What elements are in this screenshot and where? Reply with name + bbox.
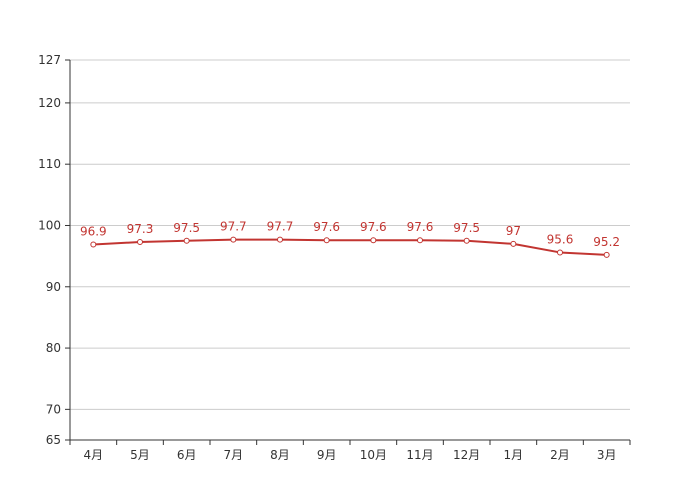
- x-axis: 4月 5月 6月 7月 8月 9月 10月 11月 12月 1月 2月 3月: [69, 439, 631, 462]
- data-label-7: 97.6: [407, 220, 434, 234]
- y-tick-label-2: 80: [46, 341, 61, 355]
- data-point-9[interactable]: [510, 240, 517, 247]
- data-point-4[interactable]: [277, 236, 283, 243]
- y-tick-label-5: 110: [38, 157, 61, 171]
- x-tick-label-11: 3月: [597, 448, 617, 462]
- data-label-4: 97.7: [267, 220, 294, 234]
- gridlines: [70, 59, 630, 410]
- x-tick-label-7: 11月: [406, 448, 433, 462]
- y-tick-label-1: 70: [46, 402, 61, 416]
- y-tick-label-7: 127: [38, 53, 61, 67]
- data-point-0[interactable]: [90, 241, 97, 248]
- data-label-11: 95.2: [593, 235, 620, 249]
- data-point-6[interactable]: [370, 237, 377, 244]
- data-point-5[interactable]: [323, 237, 330, 244]
- series-line-0: [93, 238, 607, 256]
- y-tick-label-6: 120: [38, 96, 61, 110]
- x-tick-label-1: 5月: [130, 448, 150, 462]
- x-tick-label-10: 2月: [550, 448, 570, 462]
- x-tick-label-3: 7月: [224, 448, 244, 462]
- data-point-7[interactable]: [417, 237, 423, 244]
- data-label-1: 97.3: [127, 222, 154, 236]
- series-0: 96.9 97.3 97.5 97.7 97.7 97.6 97.6 97.6 97.5 97 95…: [80, 220, 620, 258]
- x-tick-label-9: 1月: [504, 448, 524, 462]
- data-point-10[interactable]: [557, 249, 563, 256]
- y-tick-label-3: 90: [46, 280, 61, 294]
- y-tick-label-4: 100: [38, 218, 61, 232]
- data-label-9: 97: [506, 224, 521, 238]
- data-point-3[interactable]: [230, 236, 237, 243]
- y-tick-label-0: 65: [46, 433, 61, 447]
- data-point-2[interactable]: [183, 237, 190, 244]
- data-label-5: 97.6: [313, 220, 340, 234]
- data-point-8[interactable]: [463, 237, 470, 244]
- data-point-11[interactable]: [603, 251, 610, 258]
- x-tick-label-0: 4月: [84, 448, 104, 462]
- x-tick-label-5: 9月: [317, 448, 337, 462]
- data-label-2: 97.5: [173, 221, 200, 235]
- x-tick-label-2: 6月: [177, 448, 197, 462]
- data-label-3: 97.7: [220, 220, 247, 234]
- data-label-8: 97.5: [453, 221, 480, 235]
- x-tick-label-4: 8月: [270, 448, 290, 462]
- data-label-6: 97.6: [360, 220, 387, 234]
- data-point-1[interactable]: [137, 239, 143, 246]
- y-axis: 65 70 80 90 100 110 120 127: [38, 53, 71, 447]
- data-label-0: 96.9: [80, 224, 107, 238]
- x-tick-label-6: 10月: [360, 448, 387, 462]
- data-label-10: 95.6: [547, 232, 574, 246]
- x-tick-label-8: 12月: [453, 448, 480, 462]
